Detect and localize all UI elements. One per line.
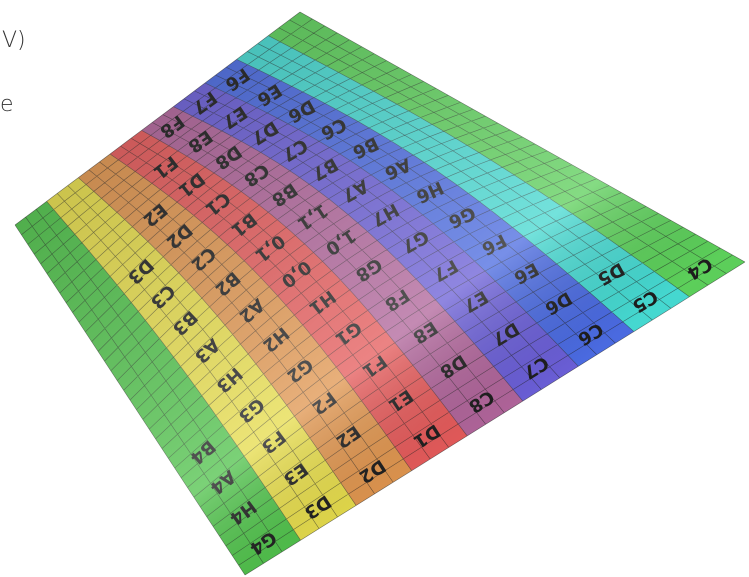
surface-shading — [15, 12, 745, 575]
caption-line: V) — [2, 28, 26, 53]
caption-line: e — [0, 92, 14, 117]
